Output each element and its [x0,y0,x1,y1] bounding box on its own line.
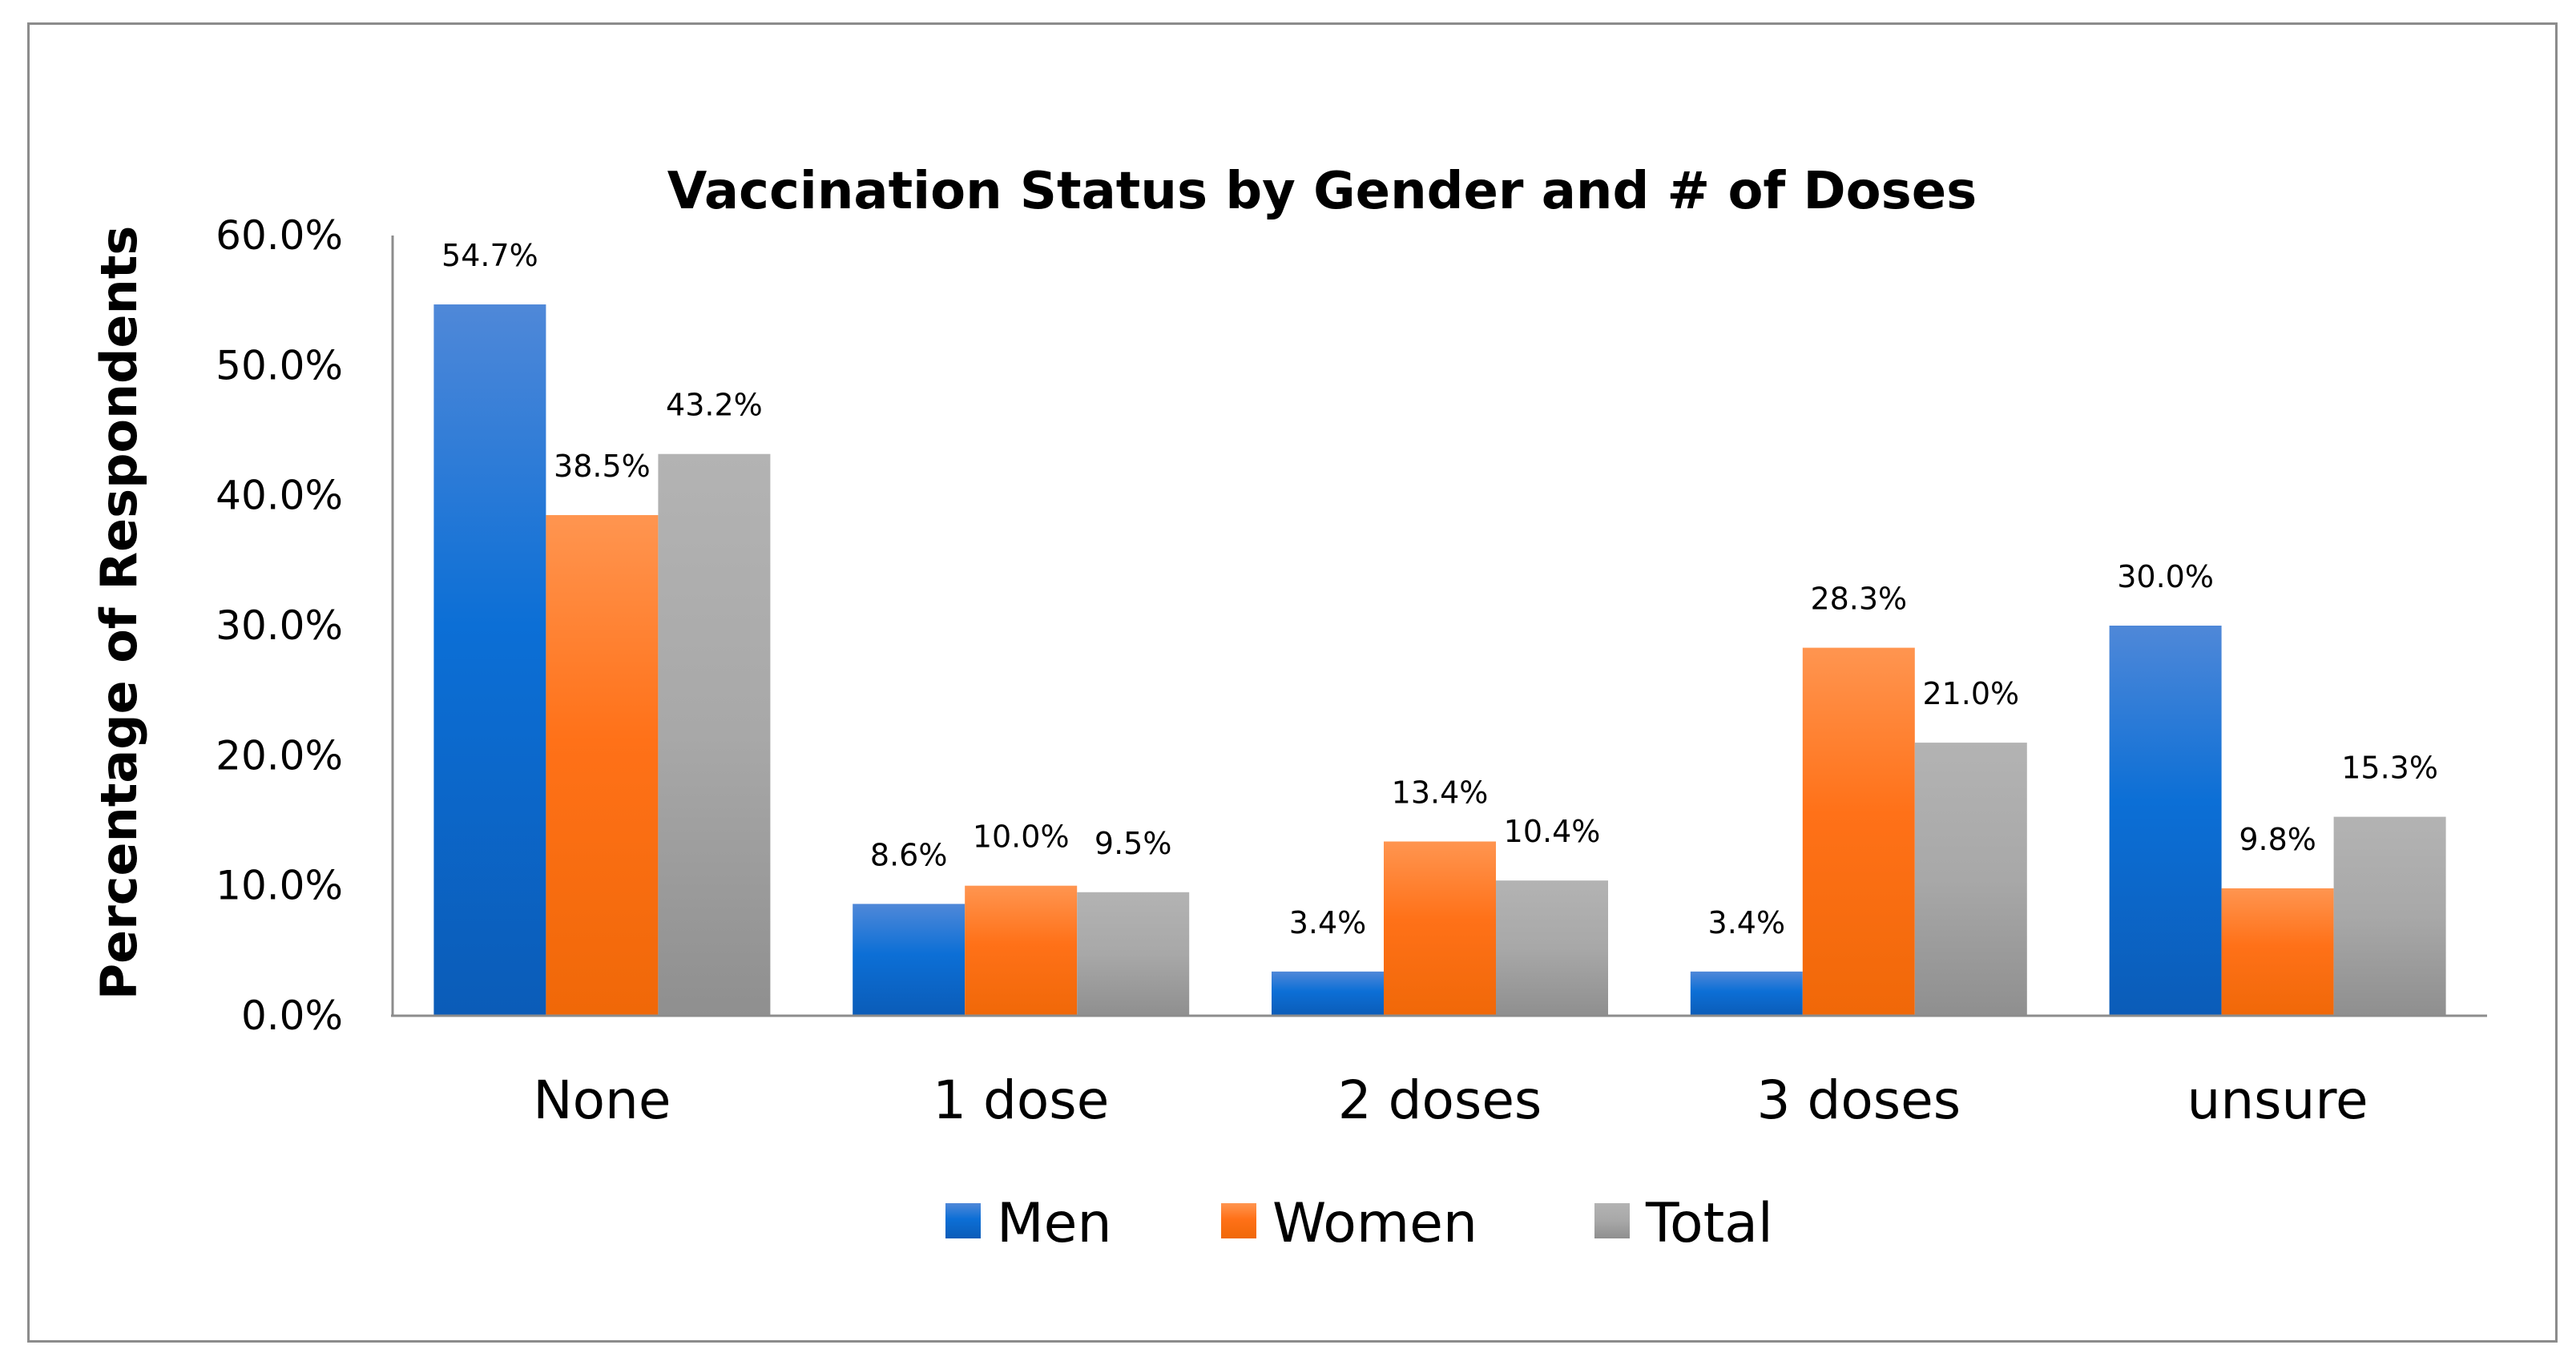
bar-women-5 [2221,888,2334,1016]
legend-item-women: Women [1221,1192,1477,1255]
category-label: 3 doses [1756,1069,1961,1131]
chart-title: Vaccination Status by Gender and # of Do… [667,162,1977,221]
legend: Men Women Total [945,1192,1773,1255]
bar-total-4 [1914,743,2027,1016]
value-label-total-5: 15.3% [2341,751,2438,786]
y-axis-ticks: 0.0% 10.0% 20.0% 30.0% 40.0% 50.0% 60.0% [216,212,343,1039]
value-label-women-3: 13.4% [1392,775,1489,810]
bar-total-3 [1496,880,1608,1016]
bar-total-5 [2333,816,2446,1016]
bar-women-2 [965,885,1078,1016]
y-tick-label: 60.0% [216,212,343,259]
legend-swatch [1221,1203,1256,1238]
y-tick-label: 40.0% [216,473,343,519]
bar-men-1 [433,304,546,1017]
bar-women-3 [1384,841,1496,1016]
bar-groups [433,304,2446,1017]
category-label: None [533,1069,671,1131]
y-tick-label: 20.0% [216,732,343,779]
y-tick-label: 0.0% [241,993,343,1039]
bar-men-2 [853,904,965,1016]
bar-men-4 [1690,971,1803,1016]
bar-men-3 [1272,971,1384,1016]
bar-men-5 [2109,626,2222,1016]
value-label-men-4: 3.4% [1708,905,1786,940]
legend-label: Women [1272,1192,1477,1255]
value-label-total-2: 9.5% [1094,826,1172,861]
value-label-total-4: 21.0% [1922,676,2019,711]
bar-total-1 [658,453,771,1016]
category-label: 1 dose [933,1069,1109,1131]
value-label-women-5: 9.8% [2239,822,2316,857]
value-label-men-1: 54.7% [441,238,538,273]
legend-swatch [945,1203,981,1238]
legend-swatch [1594,1203,1630,1238]
category-label: unsure [2187,1069,2368,1131]
value-label-men-2: 8.6% [870,837,948,872]
value-label-men-5: 30.0% [2117,559,2214,594]
y-tick-label: 10.0% [216,863,343,909]
legend-item-total: Total [1594,1192,1773,1255]
value-label-women-2: 10.0% [973,819,1070,855]
bar-women-1 [546,515,659,1016]
bar-women-4 [1802,647,1915,1016]
value-labels: 54.7% 38.5% 43.2% 8.6% 10.0% 9.5% 3.4% 13.4% 10.… [441,238,2438,940]
legend-label: Men [997,1192,1112,1255]
value-label-men-3: 3.4% [1289,905,1367,940]
category-labels: None 1 dose 2 doses 3 doses unsure [533,1069,2368,1131]
value-label-women-1: 38.5% [554,449,651,484]
value-label-women-4: 28.3% [1810,582,1907,617]
y-tick-label: 30.0% [216,602,343,649]
legend-item-men: Men [945,1192,1112,1255]
category-label: 2 doses [1338,1069,1542,1131]
value-label-total-1: 43.2% [666,388,763,423]
bar-total-2 [1077,892,1190,1016]
y-tick-label: 50.0% [216,342,343,389]
value-label-total-3: 10.4% [1504,814,1601,849]
y-axis-label: Percentage of Respondents [90,226,148,1001]
legend-label: Total [1645,1192,1773,1255]
